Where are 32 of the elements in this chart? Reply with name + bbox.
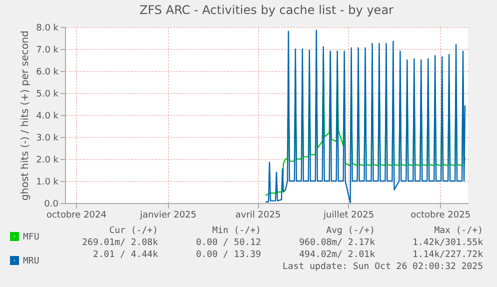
x-tick-label: juillet 2025 [322, 210, 374, 220]
x-tick-label: octobre 2025 [410, 210, 471, 220]
y-tick-label: 4.0 k [36, 112, 60, 122]
y-tick-label: 6.0 k [36, 68, 60, 78]
text: 269.01m/ 2.08k [82, 238, 159, 248]
y-tick-label: 5.0 k [36, 90, 60, 100]
y-tick-label: 1.0 k [36, 178, 60, 188]
x-tick-label: avril 2025 [235, 210, 281, 220]
text: Last update: Sun Oct 26 02:00:32 2025 [282, 262, 483, 272]
x-tick-label: octobre 2024 [46, 210, 107, 220]
text: 0.00 / 50.12 [196, 238, 261, 248]
text: Avg (-/+) [326, 226, 375, 236]
text: Cur (-/+) [109, 226, 158, 236]
text: Min (-/+) [212, 226, 261, 236]
y-tick-label: 3.0 k [36, 134, 60, 144]
line-series [264, 30, 466, 203]
y-tick-label: 7.0 k [36, 46, 60, 56]
y-tick-label: 0.0 [44, 200, 59, 210]
y-tick-label: 2.0 k [36, 156, 60, 166]
text: 960.08m/ 2.17k [299, 238, 376, 248]
text: 2.01 / 4.44k [92, 250, 159, 260]
legend-label: MFU [23, 232, 40, 242]
text: 1.42k/301.55k [412, 238, 484, 248]
chart-title: ZFS ARC - Activities by cache list - by year [140, 3, 394, 17]
text: Max (-/+) [434, 226, 483, 236]
x-tick-label: janvier 2025 [138, 210, 197, 220]
y-tick-label: 8.0 k [36, 24, 60, 34]
text: 1.14k/227.72k [412, 250, 484, 260]
legend-label: MRU [23, 256, 40, 266]
y-axis-title: ghost hits (-) / hits (+) per second [20, 30, 32, 200]
text: 0.00 / 13.39 [196, 250, 261, 260]
text: 494.02m/ 2.01k [299, 250, 376, 260]
